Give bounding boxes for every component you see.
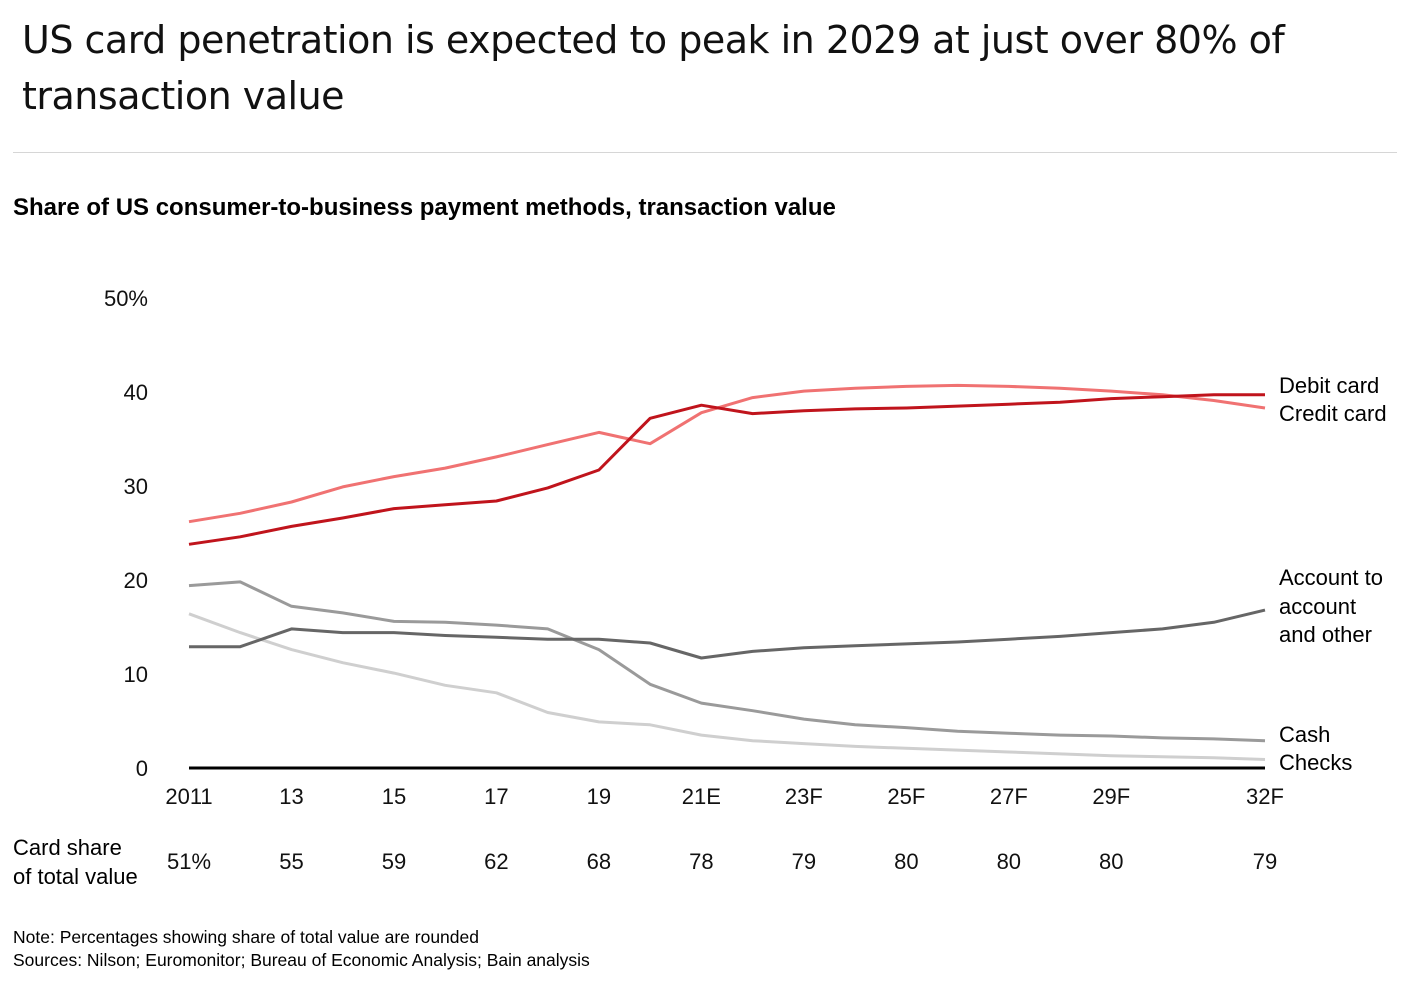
x-tick-label: 25F: [887, 784, 925, 809]
series-line-credit-card: [188, 383, 1266, 524]
x-tick-label: 32F: [1246, 784, 1284, 809]
card-share-value: 79: [1253, 849, 1277, 874]
card-share-label-line1: Card share: [13, 835, 122, 860]
divider: [13, 152, 1397, 153]
card-share-value: 55: [279, 849, 303, 874]
y-tick-label: 10: [124, 662, 148, 687]
card-share-value: 80: [997, 849, 1021, 874]
x-tick-label: 29F: [1092, 784, 1130, 809]
sources: Sources: Nilson; Euromonitor; Bureau of …: [13, 950, 590, 970]
y-tick-label: 0: [136, 756, 148, 781]
x-tick-label: 19: [587, 784, 611, 809]
series-label-debit: Debit card: [1279, 373, 1380, 398]
series-label-credit: Credit card: [1279, 401, 1387, 426]
series-label-cash: Cash: [1279, 722, 1331, 747]
series-line-cash: [188, 580, 1266, 743]
series-label-a2a: Account to account and other: [1279, 564, 1383, 650]
x-tick-label: 17: [484, 784, 508, 809]
x-tick-label: 27F: [990, 784, 1028, 809]
chart-title: Share of US consumer-to-business payment…: [13, 194, 836, 221]
series-label-a2a-line2: account: [1279, 593, 1357, 619]
y-tick-label: 50%: [104, 286, 148, 311]
x-tick-label: 23F: [785, 784, 823, 809]
x-tick-label: 2011: [165, 784, 212, 809]
card-share-value: 51%: [167, 849, 211, 874]
card-share-label-line2: of total value: [13, 864, 138, 889]
x-tick-label: 15: [382, 784, 406, 809]
card-share-value: 78: [689, 849, 713, 874]
card-share-value: 80: [894, 849, 918, 874]
card-share-value: 62: [484, 849, 508, 874]
note: Note: Percentages showing share of total…: [13, 927, 479, 947]
x-tick-label: 13: [279, 784, 303, 809]
card-share-value: 79: [792, 849, 816, 874]
y-tick-label: 20: [124, 568, 148, 593]
y-tick-label: 30: [124, 474, 148, 499]
x-tick-label: 21E: [682, 784, 721, 809]
series-label-checks: Checks: [1279, 750, 1353, 775]
series-label-a2a-line3: and other: [1279, 622, 1372, 647]
series-line-checks: [188, 612, 1266, 761]
card-share-value: 68: [587, 849, 611, 874]
card-share-value: 80: [1099, 849, 1123, 874]
footnotes: Note: Percentages showing share of total…: [13, 926, 590, 972]
y-tick-label: 40: [124, 380, 148, 405]
card-share-value: 59: [382, 849, 406, 874]
series-line-debit-card: [188, 393, 1265, 546]
series-line-account-to-account-and-other: [189, 608, 1266, 660]
series-label-a2a-line1: Account to: [1279, 565, 1383, 590]
headline: US card penetration is expected to peak …: [22, 18, 1285, 118]
card-share-label: Card share of total value: [13, 833, 138, 891]
